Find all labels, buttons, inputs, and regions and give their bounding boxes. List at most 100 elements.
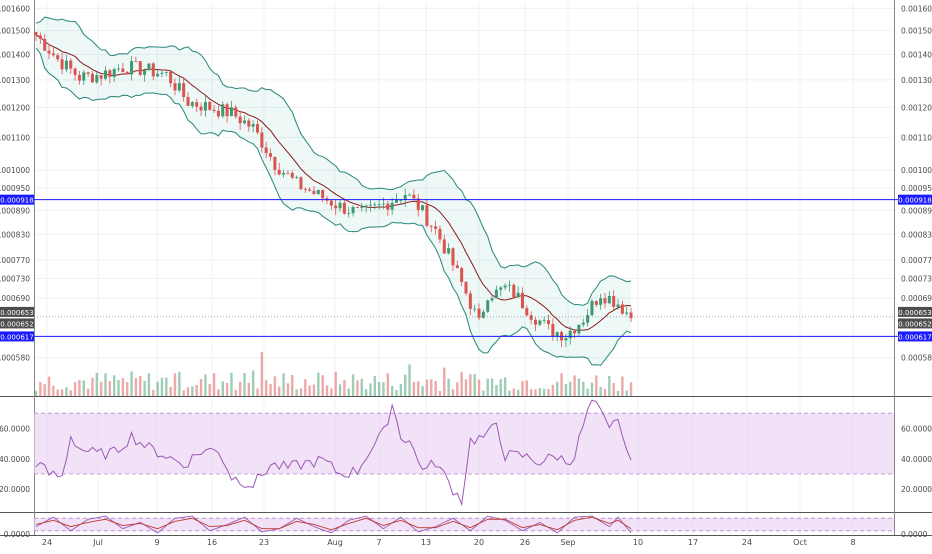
- candle-body: [64, 60, 68, 70]
- candle-body: [542, 320, 546, 321]
- volume-bar: [260, 351, 264, 396]
- volume-bar: [225, 382, 229, 396]
- candle-body: [590, 301, 594, 316]
- candle-body: [507, 284, 511, 286]
- candle-body: [347, 213, 351, 214]
- volume-bar: [382, 382, 385, 396]
- volume-bar: [108, 381, 112, 396]
- volume-bar: [143, 380, 146, 396]
- price-tag: [0, 318, 34, 329]
- candle-body: [338, 202, 342, 209]
- volume-bar: [556, 381, 559, 396]
- volume-bar: [282, 373, 285, 396]
- volume-bar: [482, 390, 485, 396]
- candle-body: [520, 292, 524, 309]
- candle-body: [77, 74, 81, 81]
- volume-bar: [430, 379, 433, 396]
- volume-bar: [117, 380, 120, 396]
- candle-body: [295, 177, 299, 179]
- volume-bar: [525, 380, 529, 396]
- candle-body: [312, 190, 316, 194]
- volume-bar: [347, 388, 350, 396]
- volume-bar: [208, 384, 211, 396]
- price-tick-left: 0.000730: [0, 275, 30, 284]
- level-tag: [898, 194, 932, 205]
- price-tick-right: 0.001400: [901, 50, 932, 59]
- candle-body: [390, 202, 394, 210]
- volume-bar: [212, 373, 216, 396]
- volume-bar: [360, 378, 363, 396]
- price-tag: [898, 306, 932, 317]
- candle-body: [412, 194, 416, 199]
- x-tick-label: 8: [850, 538, 855, 547]
- volume-bar: [291, 374, 294, 396]
- candle-body: [464, 281, 468, 294]
- volume-bar: [186, 387, 190, 396]
- candle-body: [512, 284, 516, 298]
- volume-bar: [73, 382, 77, 396]
- price-tick-left: 0.001300: [0, 76, 30, 85]
- volume-bar: [334, 371, 337, 396]
- volume-bar: [82, 380, 85, 396]
- candle-body: [73, 68, 77, 75]
- rsi-tick-right: 40.0000: [901, 455, 932, 464]
- candle-body: [216, 110, 220, 117]
- volume-bar: [495, 385, 498, 396]
- volume-bar: [173, 373, 177, 396]
- candle-body: [290, 172, 294, 178]
- candle-body: [573, 330, 577, 334]
- candle-body: [229, 107, 233, 117]
- volume-bar: [147, 373, 151, 396]
- volume-bar: [95, 372, 99, 396]
- candle-body: [282, 172, 286, 175]
- volume-bar: [434, 381, 437, 396]
- x-tick-label: 23: [259, 538, 269, 547]
- price-tag: [0, 306, 34, 317]
- volume-bar: [564, 383, 568, 396]
- level-tag-label: 0.000617: [898, 333, 931, 341]
- volume-bar: [152, 389, 155, 396]
- price-tick-left: 0.000890: [0, 206, 30, 215]
- candle-body: [516, 292, 520, 298]
- candle-body: [203, 102, 207, 111]
- volume-bar: [317, 372, 320, 396]
- volume-bar: [516, 389, 520, 396]
- price-tick-left: 0.000770: [0, 256, 30, 265]
- bollinger-fill: [36, 17, 632, 366]
- volume-bar: [373, 375, 376, 396]
- volume-bar: [312, 384, 316, 396]
- candle-body: [586, 315, 590, 323]
- volume-bar: [304, 379, 307, 396]
- candle-body: [143, 70, 147, 75]
- price-tag-label: 0.000653: [0, 309, 33, 317]
- candle-body: [138, 61, 142, 75]
- price-tag-label: 0.000652: [898, 320, 931, 328]
- volume-bar: [295, 389, 298, 396]
- candle-body: [434, 226, 438, 229]
- volume-bar: [330, 388, 333, 396]
- price-tick-left: 0.001100: [0, 133, 30, 142]
- volume-bar: [534, 389, 537, 396]
- candle-body: [43, 38, 47, 51]
- volume-bar: [56, 389, 59, 396]
- level-tag: [898, 331, 932, 342]
- volume-bar: [477, 379, 481, 396]
- candle-body: [355, 206, 359, 208]
- candle-body: [164, 71, 168, 73]
- volume-bar: [52, 385, 55, 396]
- volume-bar: [460, 371, 463, 396]
- candle-body: [151, 63, 155, 77]
- volume-bar: [160, 377, 164, 396]
- volume-bar: [469, 374, 472, 396]
- volume-bar: [78, 380, 81, 396]
- candle-body: [386, 203, 390, 210]
- candle-body: [373, 204, 377, 206]
- candle-body: [182, 83, 186, 97]
- volume-bar: [191, 386, 194, 396]
- volume-bar: [91, 377, 94, 396]
- price-tag: [898, 318, 932, 329]
- candle-body: [525, 308, 529, 316]
- candle-body: [451, 248, 455, 266]
- candle-body: [86, 72, 90, 74]
- candle-body: [594, 301, 598, 305]
